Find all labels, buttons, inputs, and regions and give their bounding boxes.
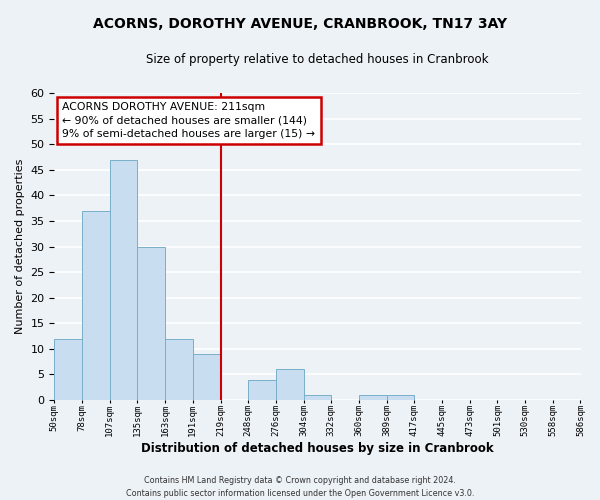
Bar (248, 380, 276, 400)
Bar (55, 338, 82, 400)
Bar (110, 160, 137, 400)
Y-axis label: Number of detached properties: Number of detached properties (15, 159, 25, 334)
Text: ACORNS DOROTHY AVENUE: 211sqm
← 90% of detached houses are smaller (144)
9% of s: ACORNS DOROTHY AVENUE: 211sqm ← 90% of d… (62, 102, 315, 139)
Bar (193, 354, 221, 400)
Text: ACORNS, DOROTHY AVENUE, CRANBROOK, TN17 3AY: ACORNS, DOROTHY AVENUE, CRANBROOK, TN17 … (93, 18, 507, 32)
Bar (276, 370, 304, 400)
Bar (304, 395, 331, 400)
X-axis label: Distribution of detached houses by size in Cranbrook: Distribution of detached houses by size … (141, 442, 494, 455)
Title: Size of property relative to detached houses in Cranbrook: Size of property relative to detached ho… (146, 52, 489, 66)
Bar (82, 210, 110, 400)
Bar (137, 246, 165, 400)
Bar (386, 395, 415, 400)
Text: Contains HM Land Registry data © Crown copyright and database right 2024.
Contai: Contains HM Land Registry data © Crown c… (126, 476, 474, 498)
Bar (165, 338, 193, 400)
Bar (359, 395, 386, 400)
